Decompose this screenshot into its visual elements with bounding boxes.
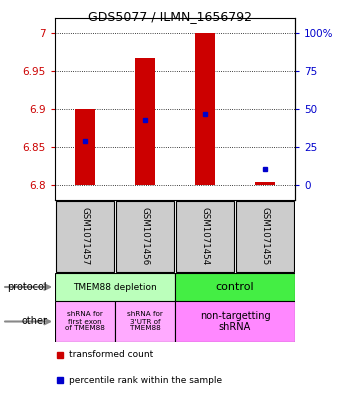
- Bar: [55, 301, 115, 342]
- Bar: [135, 58, 155, 185]
- Text: TMEM88 depletion: TMEM88 depletion: [73, 283, 157, 292]
- Text: control: control: [216, 282, 254, 292]
- Text: GSM1071457: GSM1071457: [81, 208, 89, 266]
- Text: GDS5077 / ILMN_1656792: GDS5077 / ILMN_1656792: [88, 10, 252, 23]
- Text: transformed count: transformed count: [69, 350, 154, 359]
- Text: non-targetting
shRNA: non-targetting shRNA: [200, 311, 270, 332]
- Bar: [236, 201, 294, 272]
- Bar: [116, 201, 174, 272]
- Bar: [115, 301, 175, 342]
- Text: protocol: protocol: [7, 282, 47, 292]
- Text: other: other: [21, 316, 47, 327]
- Text: GSM1071456: GSM1071456: [140, 208, 150, 266]
- Text: shRNA for
first exon
of TMEM88: shRNA for first exon of TMEM88: [65, 312, 105, 332]
- Text: percentile rank within the sample: percentile rank within the sample: [69, 376, 222, 385]
- Bar: [56, 201, 114, 272]
- Text: shRNA for
3'UTR of
TMEM88: shRNA for 3'UTR of TMEM88: [127, 312, 163, 332]
- Bar: [55, 273, 175, 301]
- Bar: [175, 201, 234, 272]
- Bar: [75, 109, 95, 185]
- Bar: [175, 301, 295, 342]
- Text: GSM1071454: GSM1071454: [201, 208, 209, 266]
- Bar: [255, 182, 275, 185]
- Text: GSM1071455: GSM1071455: [260, 208, 270, 266]
- Bar: [195, 33, 215, 185]
- Bar: [175, 273, 295, 301]
